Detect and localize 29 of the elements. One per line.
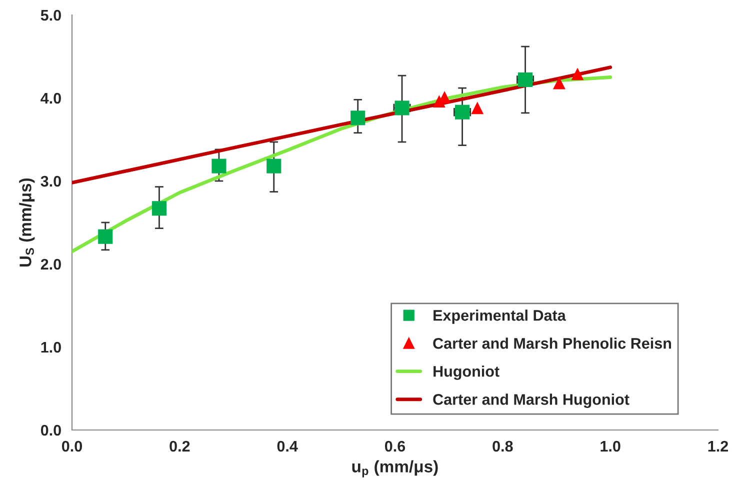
y-axis-title: U$_{S}$ (mm/μs) — [19, 178, 35, 266]
point — [266, 158, 282, 174]
x-axis-title: u$_{p}$ (mm/μs) — [352, 460, 438, 478]
point — [212, 158, 226, 174]
x-tick-label: 0.2 — [170, 440, 190, 452]
legend-label: Carter and Marsh Hugoniot — [433, 394, 630, 408]
x-tick-label: 1.0 — [600, 440, 620, 452]
line-series — [72, 66, 612, 184]
y-tick-label: 2.0 — [40, 258, 61, 270]
point — [98, 229, 113, 244]
point — [350, 110, 366, 126]
x-tick-label: 0.4 — [277, 440, 298, 452]
y-tick-label: 3.0 — [40, 176, 61, 187]
legend-label: Carter and Marsh Phenolic Reisn — [433, 338, 672, 349]
legend-label: Hugoniot — [434, 366, 500, 380]
x-tick-label: 0.8 — [492, 440, 513, 452]
point — [471, 102, 484, 114]
y-tick-label: 4.0 — [40, 92, 61, 104]
y-tick-label: 5.0 — [40, 10, 61, 21]
x-tick-label: 1.2 — [708, 440, 728, 452]
y-tick-label: 0.0 — [40, 424, 61, 436]
line-series — [72, 76, 612, 254]
legend-label: Experimental Data — [434, 310, 566, 324]
point — [571, 68, 584, 80]
point — [552, 76, 566, 90]
point — [152, 201, 166, 216]
x-tick-label: 0.6 — [384, 440, 406, 452]
y-tick-label: 1.0 — [41, 342, 61, 353]
x-tick-label: 0.0 — [62, 440, 82, 452]
